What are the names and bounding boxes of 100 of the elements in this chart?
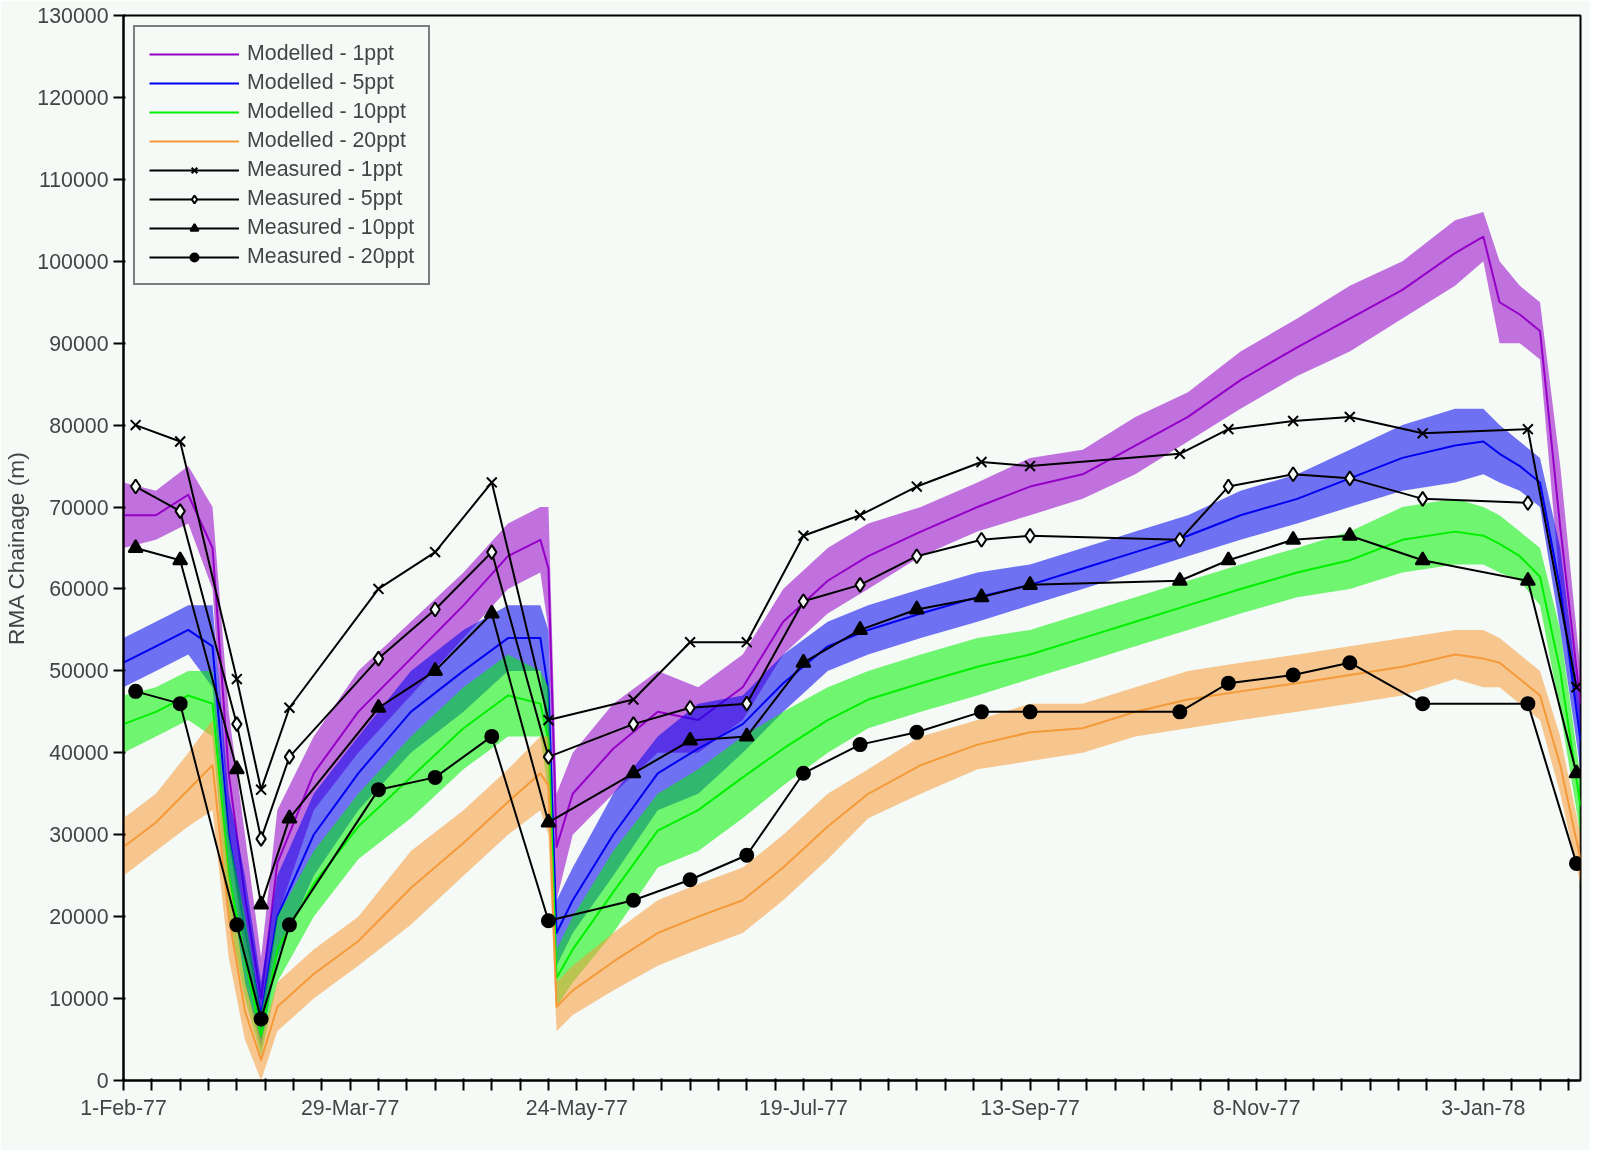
- point: [1220, 675, 1236, 691]
- point: [1341, 526, 1358, 541]
- point: [129, 419, 142, 432]
- point: [625, 892, 641, 908]
- y-tick-label: 120000: [37, 85, 109, 110]
- point: [1522, 494, 1534, 511]
- y-tick-label: 40000: [49, 741, 109, 766]
- point: [911, 548, 923, 565]
- point: [1342, 655, 1358, 671]
- point: [1520, 696, 1536, 712]
- y-axis-title: RMA Chainage (m): [3, 452, 30, 645]
- point: [228, 760, 245, 775]
- point: [975, 456, 988, 468]
- legend-label: Modelled - 1ppt: [247, 41, 395, 66]
- point: [283, 748, 296, 765]
- point: [797, 529, 810, 542]
- point: [1022, 575, 1039, 590]
- legend-label: Measured - 5ppt: [247, 186, 403, 211]
- point: [1414, 551, 1431, 566]
- point: [427, 769, 443, 785]
- y-tick-label: 110000: [38, 167, 109, 192]
- y-tick-label: 130000: [37, 4, 109, 28]
- y-tick-label: 90000: [49, 331, 109, 356]
- x-tick-label: 13-Sep-77: [980, 1095, 1080, 1120]
- y-tick-label: 30000: [49, 823, 109, 848]
- point: [174, 503, 186, 520]
- point: [909, 724, 925, 740]
- point: [1222, 478, 1235, 495]
- y-tick-label: 0: [96, 1069, 109, 1093]
- point: [854, 509, 867, 522]
- point: [1287, 415, 1300, 427]
- point: [682, 731, 699, 746]
- point: [370, 782, 386, 798]
- y-tick-label: 80000: [49, 413, 109, 438]
- point: [1343, 410, 1356, 423]
- point: [908, 600, 925, 615]
- point: [429, 546, 442, 559]
- point: [281, 809, 298, 824]
- point: [1416, 490, 1429, 507]
- point: [1519, 571, 1536, 586]
- point: [910, 480, 923, 493]
- point: [540, 813, 557, 828]
- x-tick-label: 24-May-77: [525, 1095, 628, 1120]
- x-tick-label: 19-Jul-77: [758, 1095, 848, 1120]
- point: [684, 636, 697, 649]
- point: [128, 683, 144, 699]
- point: [483, 604, 500, 619]
- point: [1287, 466, 1299, 483]
- point: [795, 653, 812, 668]
- point: [739, 847, 755, 863]
- x-tick-label: 8-Nov-77: [1212, 1095, 1301, 1120]
- point: [741, 695, 753, 712]
- point: [542, 714, 555, 726]
- point: [230, 673, 243, 686]
- point: [974, 704, 990, 720]
- point: [1521, 423, 1534, 436]
- point: [854, 576, 866, 593]
- point: [1285, 530, 1302, 545]
- point: [484, 728, 500, 744]
- point: [542, 748, 555, 765]
- point: [429, 601, 441, 618]
- point: [1415, 696, 1431, 712]
- legend-label: Measured - 20ppt: [247, 244, 415, 269]
- point: [1416, 427, 1429, 440]
- point: [486, 544, 498, 561]
- x-tick-label: 3-Jan-78: [1441, 1095, 1526, 1120]
- point: [255, 830, 267, 847]
- point: [797, 593, 810, 610]
- point: [627, 716, 640, 733]
- point: [1174, 531, 1186, 548]
- point: [795, 765, 811, 781]
- y-tick-label: 20000: [49, 905, 109, 930]
- point: [172, 551, 189, 566]
- y-tick-label: 60000: [49, 577, 109, 602]
- point: [740, 636, 753, 649]
- point: [738, 727, 755, 742]
- point: [372, 583, 385, 595]
- point: [1222, 423, 1235, 436]
- point: [127, 538, 144, 554]
- point: [627, 693, 640, 706]
- y-tick-label: 50000: [49, 659, 109, 684]
- point: [1285, 667, 1301, 683]
- point: [852, 737, 868, 753]
- point: [255, 783, 268, 796]
- legend-label: Modelled - 10ppt: [247, 99, 406, 124]
- point: [427, 661, 444, 676]
- point: [372, 650, 385, 667]
- point: [1022, 704, 1038, 720]
- point: [370, 698, 387, 713]
- point: [231, 716, 243, 733]
- point: [1570, 681, 1581, 694]
- point: [172, 696, 188, 712]
- point: [253, 895, 270, 910]
- point: [1171, 571, 1188, 586]
- point: [975, 531, 988, 548]
- legend-label: Measured - 10ppt: [247, 215, 415, 240]
- y-tick-label: 70000: [49, 495, 109, 520]
- point: [253, 1011, 269, 1027]
- point: [625, 764, 642, 779]
- point: [540, 913, 556, 929]
